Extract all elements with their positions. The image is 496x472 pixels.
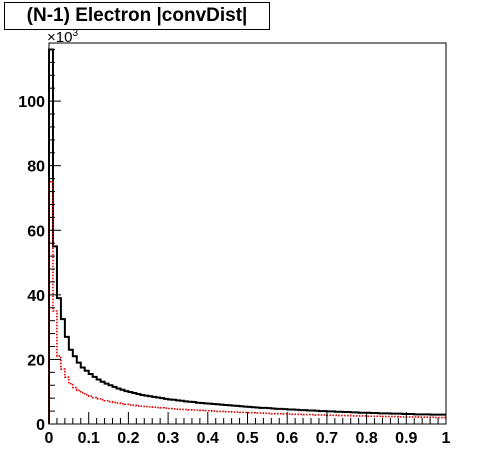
y-tick-label: 100 — [18, 94, 45, 111]
x-tick-label: 0.5 — [236, 430, 258, 447]
x-tick-label: 0.4 — [197, 430, 219, 447]
chart-title: (N-1) Electron |convDist| — [4, 2, 270, 30]
x-tick-label: 0.6 — [276, 430, 298, 447]
y-tick-label: 0 — [36, 417, 45, 434]
tick-labels-layer: 0 0.1 0.2 0.3 0.4 0.5 0.6 0.7 0.8 0.9 1 0 20 40 60 80 10… — [18, 94, 450, 447]
x-tick-label: 1 — [442, 430, 451, 447]
y-tick-label: 40 — [27, 288, 45, 305]
x-tick-label: 0.1 — [78, 430, 100, 447]
y-tick-label: 80 — [27, 159, 45, 176]
y-exponent-label: ×103 — [47, 28, 78, 46]
x-tick-label: 0.9 — [395, 430, 417, 447]
x-tick-label: 0.2 — [117, 430, 139, 447]
y-tick-label: 60 — [27, 223, 45, 240]
x-tick-label: 0 — [45, 430, 54, 447]
series-layer — [48, 48, 446, 424]
y-tick-label: 20 — [27, 352, 45, 369]
x-tick-label: 0.7 — [316, 430, 338, 447]
histogram-series-1 — [48, 48, 446, 424]
ticks-layer — [48, 48, 447, 425]
x-tick-label: 0.3 — [157, 430, 179, 447]
histogram-series-2 — [48, 181, 446, 424]
plot-frame — [48, 42, 447, 425]
x-tick-label: 0.8 — [355, 430, 377, 447]
